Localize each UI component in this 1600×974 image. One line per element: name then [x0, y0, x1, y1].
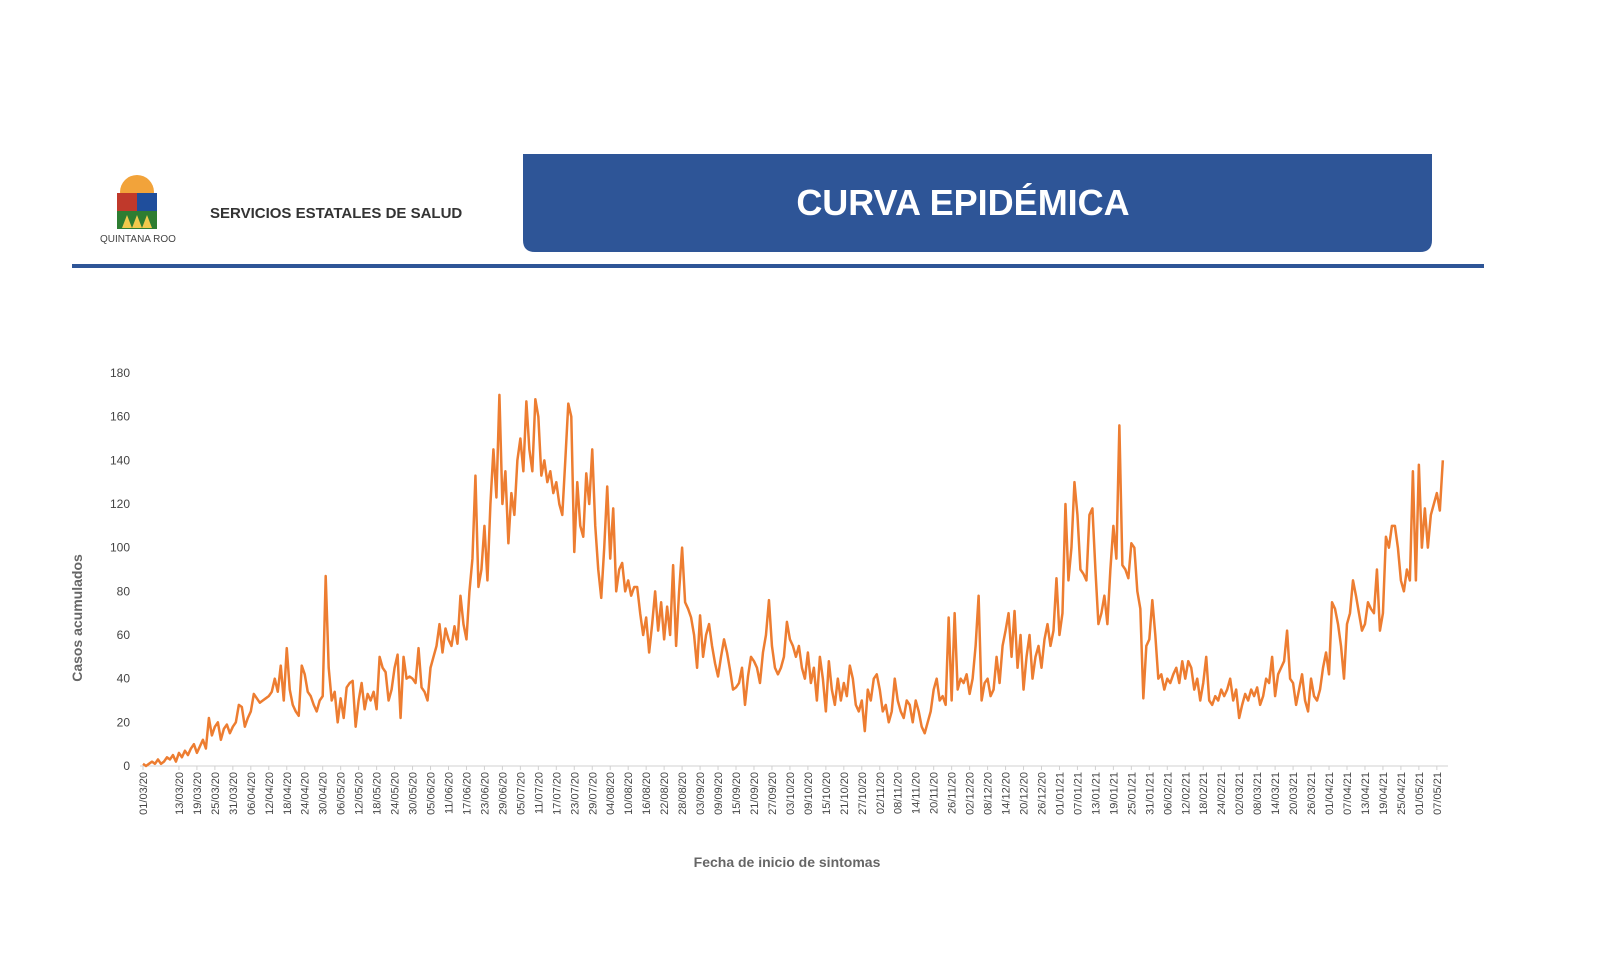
x-tick-label: 27/09/20	[767, 772, 779, 815]
x-tick-label: 05/06/20	[426, 772, 438, 815]
x-tick-label: 07/04/21	[1342, 772, 1354, 815]
x-tick-label: 29/07/20	[587, 772, 599, 815]
x-tick-label: 11/07/20	[533, 772, 545, 814]
x-tick-label: 23/07/20	[569, 772, 581, 815]
x-tick-label: 13/03/20	[174, 772, 186, 815]
x-tick-label: 01/03/20	[138, 772, 150, 815]
x-tick-label: 20/11/20	[929, 772, 941, 814]
x-axis-title: Fecha de inicio de sintomas	[694, 854, 881, 870]
x-tick-label: 18/02/21	[1198, 772, 1210, 815]
x-tick-label: 29/06/20	[497, 772, 509, 815]
x-tick-label: 05/07/20	[515, 772, 527, 815]
x-tick-label: 16/08/20	[641, 772, 653, 815]
y-tick-label: 60	[117, 628, 131, 642]
x-tick-label: 19/04/21	[1378, 772, 1390, 815]
x-tick-label: 20/03/21	[1288, 772, 1300, 815]
y-tick-label: 160	[110, 410, 130, 424]
x-tick-label: 03/10/20	[785, 772, 797, 815]
divider	[72, 264, 1484, 268]
y-tick-label: 180	[110, 366, 130, 380]
x-tick-label: 08/12/20	[983, 772, 995, 815]
y-tick-label: 120	[110, 497, 130, 511]
x-tick-label: 31/03/20	[228, 772, 240, 815]
x-tick-label: 12/04/20	[264, 772, 276, 815]
y-tick-label: 40	[117, 672, 131, 686]
banner-title: CURVA EPIDÉMICA	[796, 182, 1129, 223]
x-tick-label: 18/04/20	[282, 772, 294, 815]
x-tick-label: 02/12/20	[965, 772, 977, 815]
x-tick-label: 09/09/20	[713, 772, 725, 815]
x-tick-label: 24/05/20	[390, 772, 402, 815]
x-tick-label: 20/12/20	[1019, 772, 1031, 815]
x-tick-label: 13/04/21	[1360, 772, 1372, 815]
x-tick-label: 03/09/20	[695, 772, 707, 815]
x-tick-label: 09/10/20	[803, 772, 815, 815]
x-tick-label: 26/11/20	[947, 772, 959, 814]
x-tick-label: 08/03/21	[1252, 772, 1264, 815]
y-tick-label: 100	[110, 541, 130, 555]
x-tick-label: 30/04/20	[318, 772, 330, 815]
x-tick-label: 07/01/21	[1072, 772, 1084, 815]
banner	[523, 154, 1432, 252]
x-tick-label: 15/10/20	[821, 772, 833, 815]
x-tick-label: 14/03/21	[1270, 772, 1282, 815]
x-tick-label: 08/11/20	[893, 772, 905, 814]
x-tick-label: 01/01/21	[1054, 772, 1066, 815]
y-tick-label: 20	[117, 715, 131, 729]
x-tick-label: 17/07/20	[551, 772, 563, 815]
x-tick-label: 14/11/20	[911, 772, 923, 814]
x-tick-label: 24/02/21	[1216, 772, 1228, 815]
x-tick-label: 14/12/20	[1001, 772, 1013, 815]
x-tick-label: 30/05/20	[408, 772, 420, 815]
y-tick-label: 80	[117, 584, 131, 598]
x-tick-label: 27/10/20	[857, 772, 869, 815]
y-tick-label: 0	[123, 759, 130, 773]
logo-text: QUINTANA ROO	[100, 234, 176, 245]
x-tick-label: 13/01/21	[1090, 772, 1102, 815]
x-tick-label: 04/08/20	[605, 772, 617, 815]
x-tick-label: 25/01/21	[1126, 772, 1138, 815]
data-line	[142, 393, 1445, 768]
y-axis-title: Casos acumulados	[69, 554, 85, 682]
x-tick-label: 02/03/21	[1234, 772, 1246, 815]
x-tick-label: 02/11/20	[875, 772, 887, 814]
x-tick-label: 23/06/20	[479, 772, 491, 815]
organization: SERVICIOS ESTATALES DE SALUD	[210, 205, 462, 222]
x-tick-label: 21/10/20	[839, 772, 851, 815]
x-tick-label: 19/01/21	[1108, 772, 1120, 815]
x-tick-label: 07/05/21	[1432, 772, 1444, 815]
x-tick-label: 25/04/21	[1396, 772, 1408, 815]
x-tick-label: 24/04/20	[300, 772, 312, 815]
x-tick-label: 18/05/20	[372, 772, 384, 815]
x-tick-label: 25/03/20	[210, 772, 222, 815]
x-tick-label: 12/02/21	[1180, 772, 1192, 815]
x-tick-label: 28/08/20	[677, 772, 689, 815]
x-tick-label: 11/06/20	[443, 772, 455, 814]
x-tick-label: 06/02/21	[1162, 772, 1174, 815]
x-tick-label: 10/08/20	[623, 772, 635, 815]
x-tick-label: 06/05/20	[336, 772, 348, 815]
x-tick-label: 17/06/20	[461, 772, 473, 815]
y-tick-label: 140	[110, 453, 130, 467]
x-tick-label: 26/03/21	[1306, 772, 1318, 815]
x-tick-label: 26/12/20	[1037, 772, 1049, 815]
x-tick-label: 22/08/20	[659, 772, 671, 815]
x-tick-label: 21/09/20	[749, 772, 761, 815]
x-tick-label: 06/04/20	[246, 772, 258, 815]
x-tick-label: 12/05/20	[354, 772, 366, 815]
x-tick-label: 31/01/21	[1144, 772, 1156, 815]
x-tick-label: 01/04/21	[1324, 772, 1336, 815]
x-tick-label: 01/05/21	[1414, 772, 1426, 815]
x-tick-label: 15/09/20	[731, 772, 743, 815]
logo	[117, 175, 157, 229]
x-tick-label: 19/03/20	[192, 772, 204, 815]
